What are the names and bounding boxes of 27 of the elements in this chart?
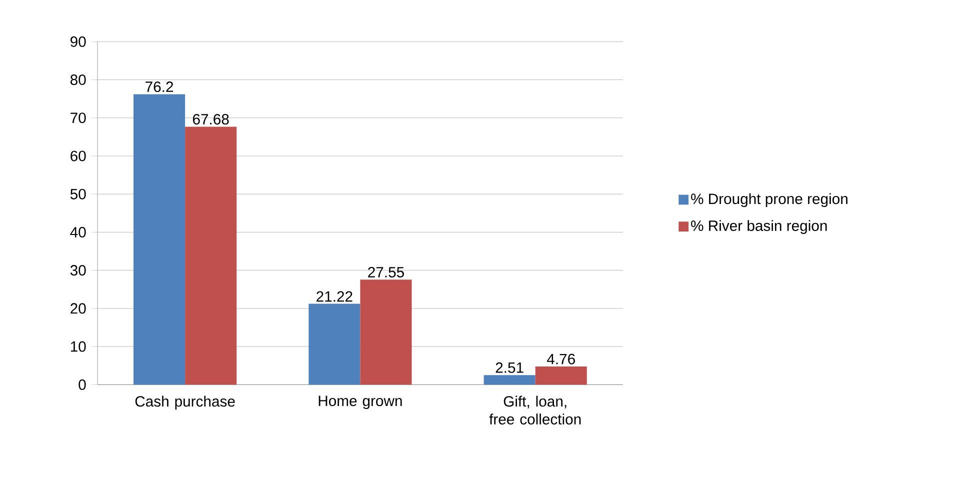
bar	[484, 375, 536, 385]
y-tick-label: 0	[78, 380, 86, 390]
y-tick-label: 10	[70, 341, 86, 352]
data-label: 76.2	[146, 82, 174, 92]
y-tick-label: 50	[70, 188, 86, 200]
bar	[134, 94, 186, 385]
x-tick-label: Cash purchase	[135, 396, 235, 410]
y-tick-label: 20	[70, 303, 86, 314]
y-tick-label: 90	[70, 36, 86, 48]
y-tick-label: 80	[70, 74, 86, 86]
data-label: 27.55	[368, 267, 404, 278]
data-label: 2.51	[496, 362, 524, 374]
bar	[185, 126, 237, 385]
x-tick-label: Home grown	[318, 396, 402, 410]
bar	[535, 366, 587, 385]
bar	[308, 304, 360, 385]
data-label: 4.76	[546, 354, 575, 364]
y-tick-label: 60	[70, 150, 86, 162]
x-tick-label: Gift, loan, free collection	[489, 396, 581, 425]
legend-label: % River basin region	[691, 220, 827, 234]
y-tick-label: 70	[70, 112, 86, 124]
y-tick-label: 40	[70, 227, 86, 238]
legend-label: % Drought prone region	[691, 193, 848, 208]
y-tick-label: 30	[70, 265, 86, 276]
data-label: 67.68	[192, 114, 229, 125]
bar	[360, 280, 412, 385]
data-label: 21.22	[316, 291, 352, 302]
